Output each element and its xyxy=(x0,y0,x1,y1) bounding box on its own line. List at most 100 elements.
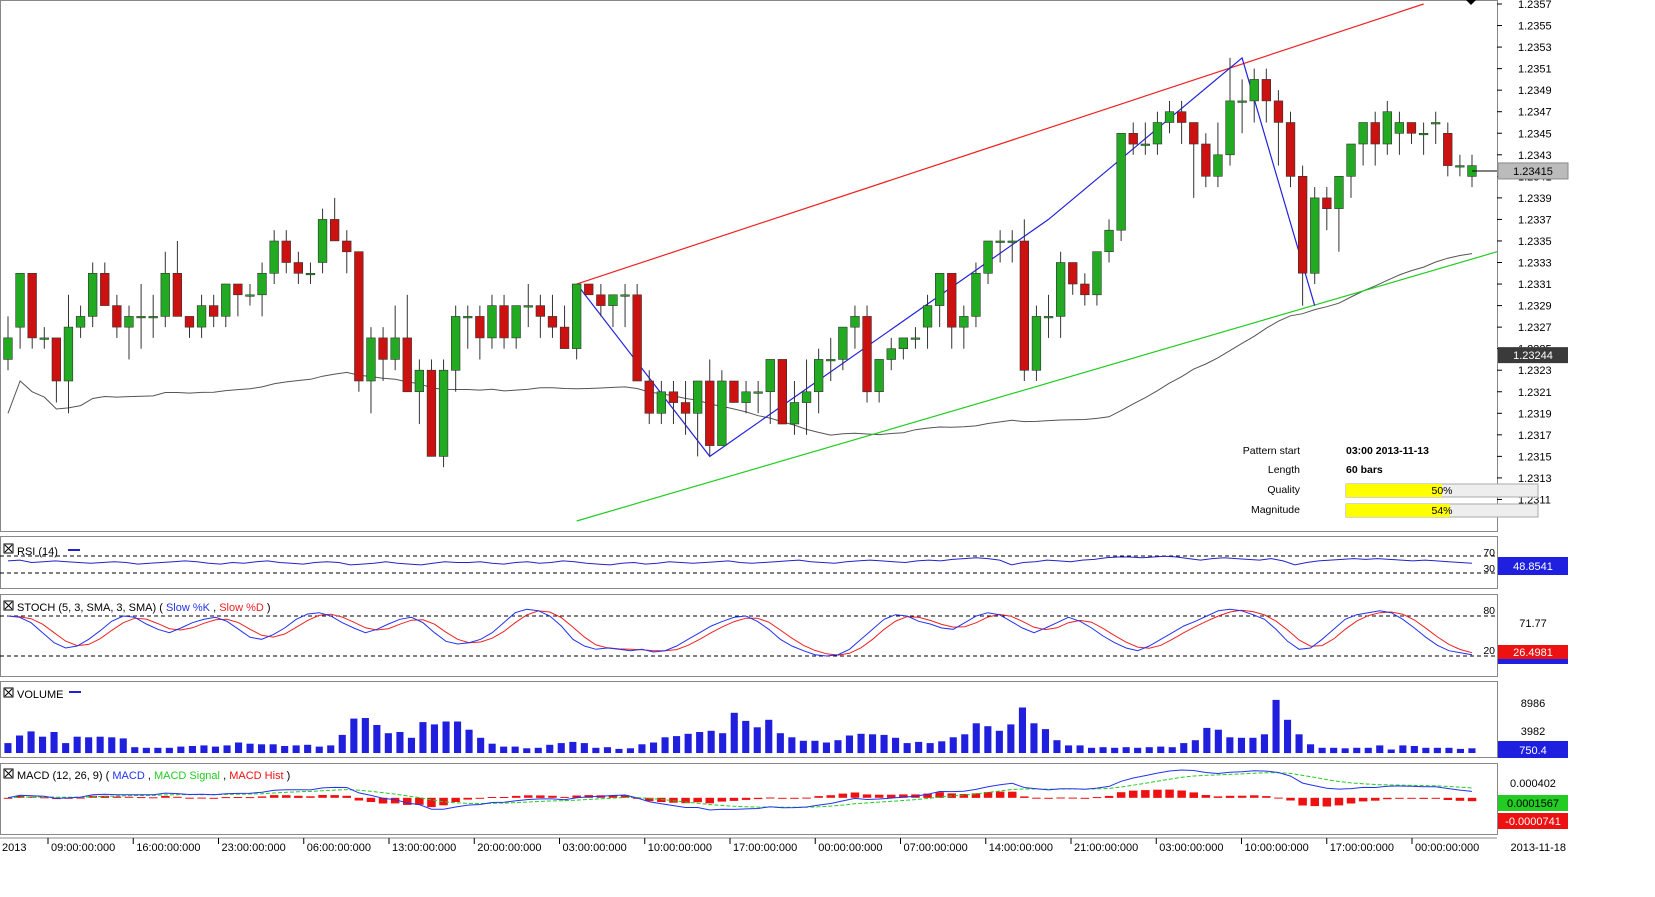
current-price-box xyxy=(1497,162,1569,180)
time-label: 16:00:00:000 xyxy=(136,842,200,854)
macd-title-prefix: MACD (12, 26, 9) xyxy=(17,770,103,782)
macd-hist-bar xyxy=(1407,797,1416,799)
macd-signal-label: MACD Signal xyxy=(154,770,220,782)
rsi-line xyxy=(7,555,1473,566)
rsi-path xyxy=(7,555,1473,566)
macd-hist-bar xyxy=(1419,797,1428,799)
price-tick-label: 1.2331 xyxy=(1518,279,1552,291)
resistance-line xyxy=(576,3,1424,285)
candle-body xyxy=(1261,79,1271,102)
macd-title-open: ( xyxy=(106,770,110,782)
volume-bar xyxy=(223,745,231,753)
candle-body xyxy=(354,251,364,382)
candle-body xyxy=(15,272,25,328)
volume-bar xyxy=(742,720,750,753)
macd-hist-bar xyxy=(548,795,557,798)
macd-hist-bar xyxy=(306,796,315,798)
macd-hist-bar xyxy=(1395,797,1404,799)
price-tick-label: 1.2345 xyxy=(1518,128,1552,140)
candle-body xyxy=(692,380,703,414)
candle-body xyxy=(342,240,352,253)
volume-bar xyxy=(1053,740,1061,753)
volume-bar xyxy=(880,734,888,753)
volume-bar xyxy=(246,743,254,753)
macd-hist-bar xyxy=(1080,797,1090,799)
candle-body xyxy=(136,316,146,319)
volume-bar xyxy=(557,743,565,753)
volume-bar xyxy=(569,741,577,753)
candle-body xyxy=(656,391,666,414)
pattern-quality-label: Quality xyxy=(1267,484,1300,496)
volume-bar xyxy=(1468,748,1476,753)
macd-hist-bar xyxy=(487,797,497,798)
macd-hist-bar xyxy=(862,794,872,798)
macd-hist-bar xyxy=(753,797,763,800)
time-label: 21:00:00:000 xyxy=(1074,842,1138,854)
macd-hist-bar xyxy=(645,797,654,802)
volume-bar xyxy=(753,727,761,753)
price-tick-label: 1.2317 xyxy=(1518,430,1552,442)
volume-bar xyxy=(707,730,715,753)
candle-body xyxy=(366,337,376,382)
macd-hist-bar xyxy=(1104,795,1114,798)
volume-bar xyxy=(511,746,519,753)
candle-body xyxy=(1418,133,1429,136)
volume-bar xyxy=(315,746,323,753)
candle-body xyxy=(971,272,981,317)
macd-hist-bar xyxy=(209,797,218,799)
price-panel-frame xyxy=(0,0,1498,532)
macd-hist-bar xyxy=(112,796,122,798)
macd-hist-bar xyxy=(1153,789,1162,798)
ma-value: 1.23244 xyxy=(1513,350,1553,362)
macd-hist-bar xyxy=(681,797,690,804)
macd-hist-bar xyxy=(971,793,981,798)
stoch-title-sep: , xyxy=(213,602,219,614)
support-line xyxy=(576,251,1498,522)
candle-body xyxy=(511,305,521,339)
volume-bar xyxy=(327,745,335,753)
volume-bar xyxy=(1226,737,1234,754)
candle-body xyxy=(3,337,13,360)
pattern-length-label: Length xyxy=(1268,464,1300,476)
candle-body xyxy=(148,316,158,319)
volume-bar xyxy=(857,733,865,754)
candle-body xyxy=(1370,122,1380,145)
time-label: 00:00:00:000 xyxy=(818,842,882,854)
time-label: 06:00:00:000 xyxy=(307,842,371,854)
volume-bar xyxy=(626,748,634,753)
macd-path xyxy=(7,769,1473,811)
macd-title-sep1: , xyxy=(148,770,154,782)
volume-bar xyxy=(1341,748,1349,753)
volume-top-label: 8986 xyxy=(1521,698,1545,710)
volume-bar xyxy=(869,734,877,753)
macd-lines xyxy=(3,769,1477,811)
candle-body xyxy=(172,272,182,317)
time-label: 03:00:00:000 xyxy=(1159,842,1223,854)
volume-bar xyxy=(1330,747,1338,754)
candle-body xyxy=(620,294,630,297)
candle-body xyxy=(741,391,751,403)
volume-value-box xyxy=(1498,741,1568,758)
candle-body xyxy=(705,380,715,446)
pattern-magnitude-label: Magnitude xyxy=(1251,504,1300,516)
volume-bar xyxy=(603,747,611,753)
candle-body xyxy=(378,337,388,360)
volume-bar xyxy=(1041,729,1049,753)
candle-body xyxy=(608,294,618,306)
macd-hist-bar xyxy=(330,795,339,798)
candle-body xyxy=(717,380,727,446)
macd-hist-bar xyxy=(693,797,702,803)
volume-bar xyxy=(811,740,819,754)
macd-hist-bar xyxy=(511,795,521,798)
current-price-marker: 1.23415 1.23244 xyxy=(1472,162,1569,364)
macd-hist-bar xyxy=(1008,791,1017,798)
macd-hist-bar xyxy=(76,797,85,799)
candle-body xyxy=(450,316,461,371)
scroll-end-arrow-icon[interactable] xyxy=(1466,0,1476,5)
candle-body xyxy=(765,359,775,392)
candle-body xyxy=(1031,316,1042,371)
candle-body xyxy=(789,402,800,425)
macd-hist-bar xyxy=(1165,789,1174,798)
price-tick-label: 1.2355 xyxy=(1518,21,1552,33)
macd-hist-bar xyxy=(995,791,1005,798)
